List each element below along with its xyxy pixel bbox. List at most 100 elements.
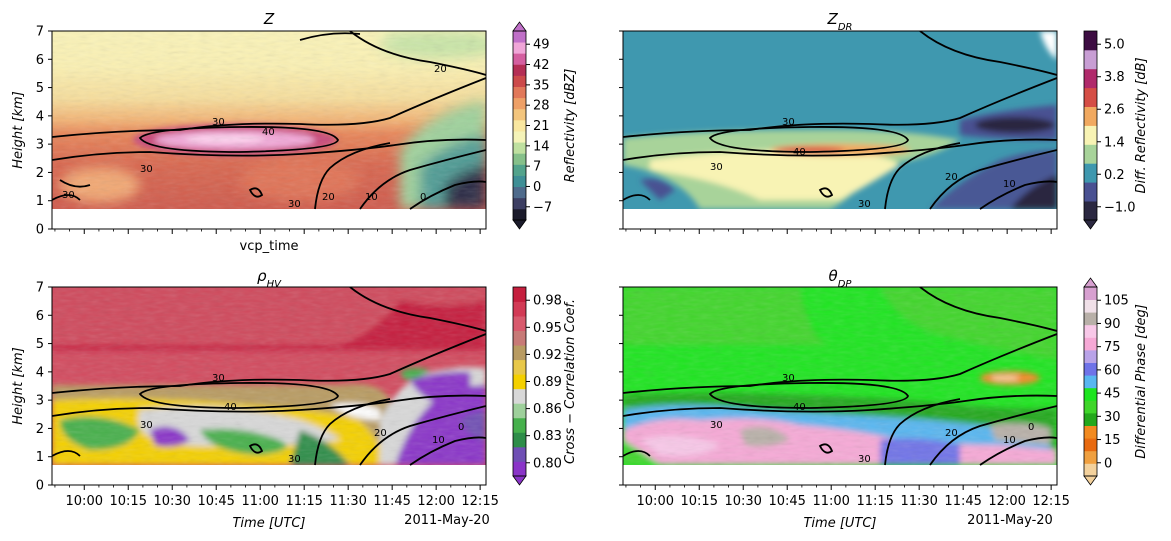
colorbar-segment [513,142,526,154]
y-tick-label: 6 [36,309,44,324]
colorbar-label: Diff. Reflectivity [dB] [1134,57,1149,193]
x-tick-label: 11:45 [944,494,981,509]
colorbar-tick-label: 0.95 [533,321,562,336]
rhohv-xlabel: Time [UTC] [232,516,305,531]
phidp-title: θDP [829,267,853,290]
zdr-x-axis [625,229,1052,234]
zdr-contour-label-40: 40 [793,147,806,158]
y-tick-label: 3 [36,138,44,153]
x-tick-label: 10:45 [197,494,234,509]
colorbar-tick-label: 15 [1104,433,1121,448]
colorbar-segment [1084,201,1097,221]
z-contour-label-30d: 30 [62,190,75,201]
rhohv-contour-label-0: 0 [458,422,464,433]
zdr-contour-label-30c: 30 [710,162,723,173]
colorbar-extend-max [512,21,527,32]
colorbar-segment [1084,49,1097,70]
y-tick-label: 2 [36,166,44,181]
colorbar-segment [513,330,526,346]
x-tick-label: 11:15 [285,494,322,509]
colorbar-tick-label: 14 [533,139,550,154]
colorbar-segment [1084,182,1097,202]
z-title: Z [263,10,275,28]
x-tick-label: 11:30 [329,494,366,509]
colorbar-segment [1084,31,1097,51]
colorbar-tick-label: 21 [533,119,550,134]
colorbar-segment [513,374,526,390]
z-y-axis: 0 1 2 3 4 5 6 7 [36,25,52,238]
phidp-contour-label-10: 10 [1003,435,1016,446]
z-contour-label-20: 20 [434,64,447,75]
z-contour-label-30b: 30 [140,164,153,175]
x-tick-label: 12:00 [988,494,1025,509]
colorbar-tick-label: 3.8 [1104,70,1125,85]
phidp-contour-label-30: 30 [782,373,795,384]
colorbar-segment [1084,375,1097,389]
rhohv-frame [51,286,487,486]
phidp-frame [622,286,1058,486]
colorbar-tick-label: 0.86 [533,402,562,417]
zdr-contour-label-10: 10 [1003,179,1016,190]
colorbar-cross-correlation: 0.80 0.83 0.86 0.89 0.92 0.95 0.98 Cross − Corr… [512,286,578,486]
colorbar-tick-label: 0 [533,180,541,195]
colorbar-segment [1084,87,1097,107]
z-contours [52,31,486,210]
x-tick-label: 10:15 [110,494,147,509]
colorbar-segment [1084,144,1097,164]
phidp-xlabel: Time [UTC] [803,516,876,531]
colorbar-tick-label: 2.6 [1104,103,1125,118]
z-contour-label-0: 0 [420,192,426,203]
colorbar-segment [513,208,526,221]
y-tick-label: 5 [36,81,44,96]
colorbar-tick-label: −7 [533,200,552,215]
z-contour-label-30a: 30 [212,117,225,128]
rhohv-contour-label-40: 40 [224,402,237,413]
colorbar-differential-phase: 0 15 30 45 60 75 90 105 Differential Phase [deg] [1083,277,1149,486]
rhohv-contours [52,287,486,466]
z-contour-label-10: 10 [365,192,378,203]
phidp-contour-label-0: 0 [1028,422,1034,433]
rhohv-ylabel: Height [km] [11,347,26,424]
colorbar-segment [1084,68,1097,89]
z-xlabel: vcp_time [240,239,299,254]
colorbar-extend-min [1083,475,1098,486]
colorbar-segment [1084,425,1097,439]
colorbar-tick-label: 0.92 [533,348,562,363]
colorbar-segment [1084,324,1097,338]
x-tick-label: 11:00 [812,494,849,509]
zdr-contour-label-20: 20 [945,172,958,183]
phidp-date-label: 2011-May-20 [967,513,1053,528]
x-tick-label: 10:15 [681,494,718,509]
x-tick-label: 10:45 [768,494,805,509]
colorbar-segment [1084,287,1097,300]
z-x-axis [54,229,481,234]
zdr-y-axis [619,30,623,230]
phidp-contour-label-20: 20 [945,428,958,439]
rhohv-title: ρHV [257,267,282,290]
colorbar-segment [513,108,526,121]
colorbar-segment [513,388,526,404]
colorbar-segment [1084,106,1097,126]
colorbar-label: Reflectivity [dBZ] [563,69,578,183]
colorbar-segment [1084,163,1097,183]
colorbar-tick-label: 90 [1104,317,1121,332]
colorbar-segment [513,42,526,54]
x-tick-label: 10:30 [724,494,761,509]
zdr-title: ZDR [827,10,853,33]
colorbar-tick-label: 0.98 [533,294,562,309]
colorbar-segment [1084,125,1097,145]
colorbar-segment [513,301,526,317]
x-tick-label: 12:00 [417,494,454,509]
colorbar-tick-label: 49 [533,38,550,53]
colorbar-tick-label: 0.80 [533,456,562,471]
x-tick-label: 10:00 [66,494,103,509]
colorbar-tick-label: 60 [1104,363,1121,378]
colorbar-label: Cross − Correlation Coef. [563,299,578,464]
phidp-contour-label-40: 40 [793,402,806,413]
colorbar-segment [513,53,526,65]
x-tick-label: 12:15 [1032,494,1069,509]
x-tick-label: 10:00 [637,494,674,509]
colorbar-segment [513,153,526,165]
colorbar-tick-label: 0.89 [533,375,562,390]
colorbar-extend-max [1083,277,1098,288]
